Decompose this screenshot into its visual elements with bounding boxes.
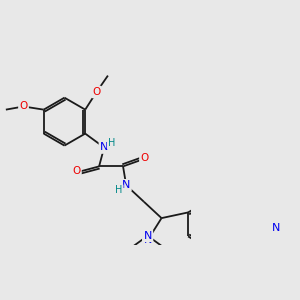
Text: N: N <box>143 231 152 241</box>
Text: O: O <box>140 153 148 163</box>
Text: O: O <box>72 167 80 176</box>
Text: N: N <box>100 142 108 152</box>
Text: N: N <box>122 180 130 190</box>
Text: H: H <box>108 138 116 148</box>
Text: O: O <box>20 101 28 112</box>
Text: N: N <box>143 235 152 245</box>
Text: O: O <box>92 87 101 97</box>
Text: N: N <box>272 223 281 233</box>
Text: H: H <box>115 185 122 195</box>
